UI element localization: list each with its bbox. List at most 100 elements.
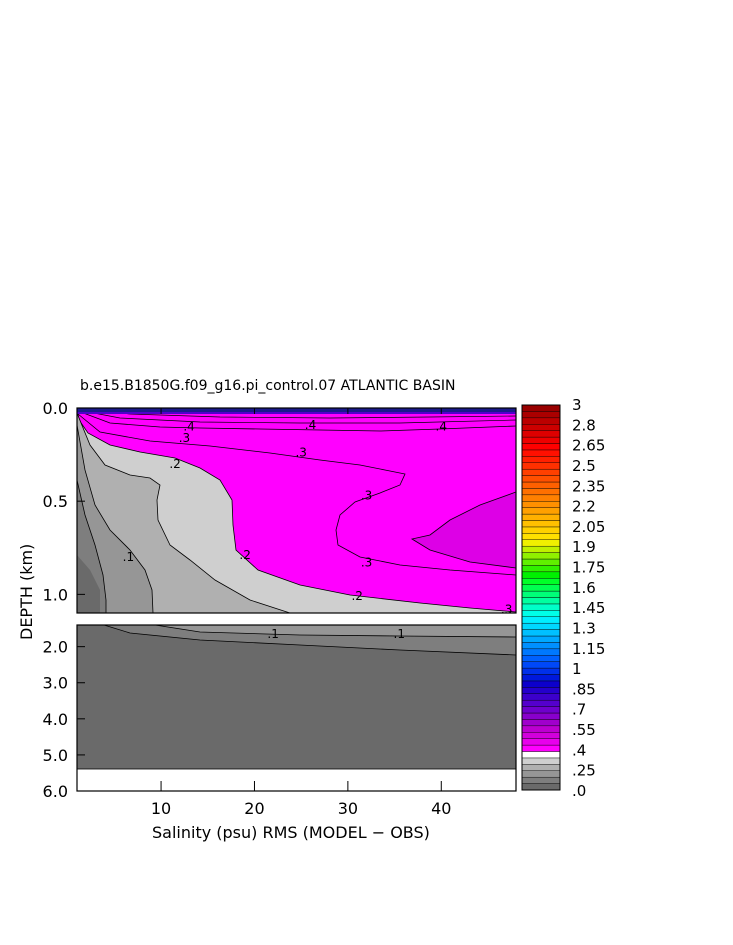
- chart-title: b.e15.B1850G.f09_g16.pi_control.07 ATLAN…: [80, 378, 455, 394]
- y-tick-label: 2.0: [43, 638, 68, 657]
- y-tick-label: 1.0: [43, 585, 68, 604]
- colorbar-swatch: [521, 539, 561, 547]
- contour-label: .2: [169, 457, 180, 471]
- y-axis-label: DEPTH (km): [17, 544, 36, 640]
- colorbar-swatch: [521, 533, 561, 540]
- colorbar-swatch: [521, 430, 561, 438]
- colorbar-label: 1: [572, 660, 582, 678]
- colorbar-swatch: [521, 571, 561, 579]
- colorbar-swatch: [521, 443, 561, 451]
- contour-label: .4: [183, 420, 194, 434]
- colorbar-label: .7: [572, 701, 586, 719]
- contour-label: .2: [351, 589, 362, 603]
- colorbar-label: 2.5: [572, 457, 596, 475]
- contour-line-surface-1: [77, 409, 516, 424]
- colorbar-swatch: [521, 635, 561, 643]
- colorbar-label: .25: [572, 762, 596, 780]
- colorbar-swatch: [521, 751, 561, 759]
- colorbar-swatch: [521, 667, 561, 675]
- colorbar-swatch: [521, 462, 561, 470]
- colorbar-swatch: [521, 693, 561, 701]
- colorbar-swatch: [521, 526, 561, 534]
- colorbar-label: .4: [572, 741, 586, 759]
- colorbar-swatch: [521, 738, 561, 746]
- colorbar-swatch: [521, 456, 561, 463]
- colorbar-label: 2.65: [572, 437, 605, 455]
- colorbar-swatch: [521, 642, 561, 650]
- contour-label: .1: [267, 627, 278, 641]
- colorbar-swatch: [521, 513, 561, 521]
- contour-label: .3: [179, 431, 190, 445]
- colorbar-swatch: [521, 744, 561, 752]
- lower-panel-frame: [76, 624, 517, 792]
- colorbar-swatch: [521, 770, 561, 778]
- colorbar-swatch: [521, 622, 561, 630]
- colorbar-swatch: [521, 776, 561, 784]
- contour-line-04: [77, 410, 516, 432]
- colorbar-swatch: [521, 597, 561, 605]
- lower-gray-wedge: [154, 625, 516, 638]
- colorbar-swatch: [521, 436, 561, 444]
- colorbar-swatch: [521, 680, 561, 688]
- colorbar-label: .0: [572, 782, 586, 800]
- colorbar-swatch: [521, 584, 561, 592]
- contour-label: .3: [501, 602, 512, 616]
- colorbar-swatch: [521, 783, 561, 791]
- contour-label: .1: [394, 627, 405, 641]
- contour-label: .1: [123, 550, 134, 564]
- axes: 10 20 30 40 0.0 0.5 1.0 2.0 3.0 4.0 5.0 6.0: [43, 399, 452, 818]
- colorbar-swatch: [521, 552, 561, 560]
- colorbar-swatch: [521, 629, 561, 637]
- y-tick-label: 5.0: [43, 746, 68, 765]
- colorbar-swatch: [521, 648, 561, 656]
- contour-labels: .4.4.4.3.3.3.3.3.2.2.2.1.1.1: [123, 418, 513, 641]
- colorbar-label: .85: [572, 680, 596, 698]
- colorbar-swatch: [521, 712, 561, 720]
- y-tick-label: 0.0: [43, 399, 68, 418]
- colorbar-swatch: [521, 706, 561, 714]
- colorbar-swatch: [521, 590, 561, 598]
- colorbar-swatch: [521, 764, 561, 771]
- contour-label: .2: [239, 548, 250, 562]
- colorbar-swatch: [521, 578, 561, 585]
- colorbar-swatch: [521, 424, 561, 431]
- x-tick-label: 20: [244, 799, 264, 818]
- surface-band-2: [77, 412, 516, 414]
- x-axis-label: Salinity (psu) RMS (MODEL − OBS): [152, 823, 430, 842]
- colorbar-swatch: [521, 449, 561, 457]
- colorbar-swatch: [521, 404, 561, 412]
- contour-line-03: [77, 413, 516, 576]
- contour-label: .3: [361, 489, 372, 503]
- y-tick-label: 0.5: [43, 492, 68, 511]
- colorbar-swatch: [521, 610, 561, 617]
- contour-label: .4: [436, 420, 447, 434]
- colorbar-label: 1.45: [572, 599, 605, 617]
- colorbar-label: 1.75: [572, 559, 605, 577]
- colorbar-swatch: [521, 520, 561, 528]
- colorbar-label: 1.6: [572, 579, 596, 597]
- colorbar-swatch: [521, 558, 561, 566]
- colorbar-swatch: [521, 616, 561, 624]
- colorbar-swatch: [521, 475, 561, 483]
- colorbar-label: 3: [572, 396, 582, 414]
- colorbar-swatch: [521, 603, 561, 611]
- colorbar-swatch: [521, 674, 561, 682]
- surface-band: [77, 408, 516, 412]
- y-tick-label: 6.0: [43, 782, 68, 801]
- contour-label: .3: [295, 446, 306, 460]
- colorbar-swatch: [521, 725, 561, 733]
- colorbar-swatch: [521, 699, 561, 707]
- colorbar-swatch: [521, 494, 561, 502]
- colorbar: 3 2.8 2.65 2.5 2.35 2.2 2.05 1.9 1.75 1.6 1.45 1.3 1…: [521, 396, 605, 800]
- colorbar-label: 2.8: [572, 416, 596, 434]
- y-tick-label: 4.0: [43, 710, 68, 729]
- upper-deep-magenta-region: [410, 491, 516, 569]
- upper-darkest-gray-region: [77, 555, 100, 613]
- contour-label: .3: [361, 556, 372, 570]
- colorbar-label: 2.05: [572, 518, 605, 536]
- colorbar-frame: [521, 404, 561, 791]
- y-tick-label: 3.0: [43, 674, 68, 693]
- colorbar-swatch: [521, 501, 561, 508]
- x-tick-label: 40: [431, 799, 451, 818]
